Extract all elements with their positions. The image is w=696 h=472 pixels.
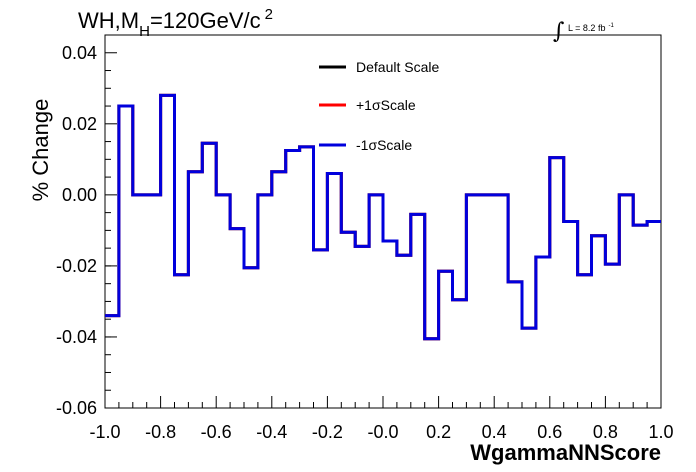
y-tick-label: 0.02 <box>62 114 97 134</box>
series-line-2 <box>105 93 661 341</box>
lumi-integral-icon: ∫ <box>553 19 565 44</box>
title-subscript: H <box>139 23 150 40</box>
x-tick-label: -0.2 <box>312 422 343 442</box>
x-tick-label: 0.4 <box>482 422 507 442</box>
y-tick-label: -0.04 <box>56 327 97 347</box>
x-tick-label: 0.2 <box>426 422 451 442</box>
lumi-superscript: -1 <box>608 23 614 29</box>
y-axis: 0.04 0.02 0.00 -0.02 -0.04 -0.06 <box>56 34 117 418</box>
series-layer <box>105 93 661 341</box>
legend: Default Scale +1σScale -1σScale <box>319 59 439 153</box>
x-tick-label: 0.8 <box>593 422 618 442</box>
y-tick-label: 0.00 <box>62 185 97 205</box>
x-tick-label: -0.6 <box>201 422 232 442</box>
x-tick-label: 1.0 <box>648 422 673 442</box>
x-tick-label: 0.6 <box>537 422 562 442</box>
chart-title: WH,MH=120GeV/c 2 <box>78 6 273 40</box>
y-tick-label: -0.06 <box>56 398 97 418</box>
x-tick-label: -0.4 <box>256 422 287 442</box>
lumi-text: L = 8.2 fb <box>568 23 605 33</box>
y-tick-label: -0.02 <box>56 256 97 276</box>
y-axis-label: % Change <box>28 99 53 202</box>
x-tick-label: -0.0 <box>367 422 398 442</box>
lumi-label: L = 8.2 fb -1 <box>568 23 614 33</box>
legend-label-default: Default Scale <box>356 59 439 75</box>
x-tick-label: -1.0 <box>89 422 120 442</box>
title-main: WH,M <box>78 8 139 33</box>
x-axis-label: WgammaNNScore <box>470 440 661 465</box>
title-value: =120GeV/c <box>150 8 261 33</box>
y-tick-label: 0.04 <box>62 43 97 63</box>
x-axis: -1.0 -0.8 -0.6 -0.4 -0.2 -0.0 0.2 0.4 0.6 0.8 1.0 <box>89 396 674 442</box>
x-tick-label: -0.8 <box>145 422 176 442</box>
legend-label-plus1sigma: +1σScale <box>356 97 416 113</box>
legend-label-minus1sigma: -1σScale <box>356 137 412 153</box>
title-superscript: 2 <box>265 6 273 23</box>
